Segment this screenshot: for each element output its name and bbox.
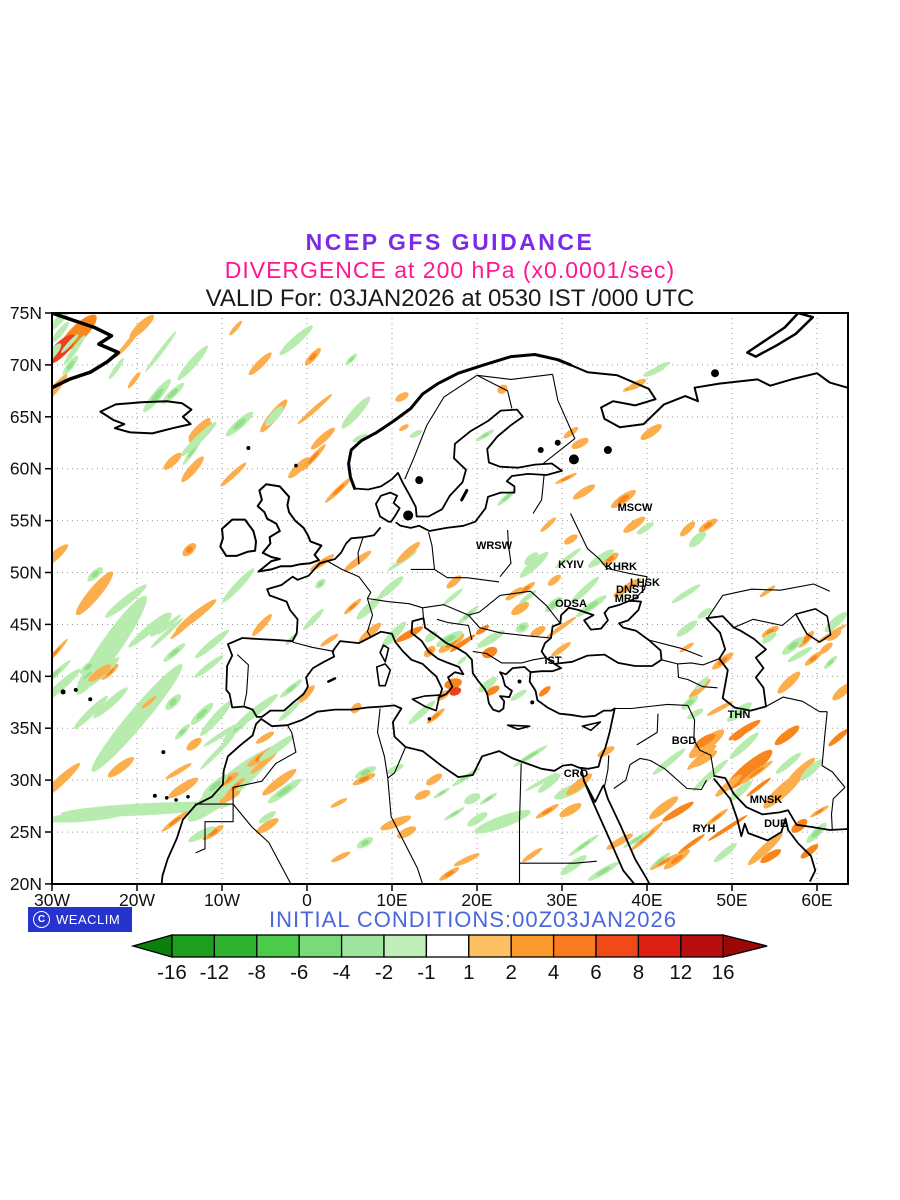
colorbar-segment [425,934,470,958]
city-label-lhsk: LHSK [630,577,660,589]
lon-tick-label: 20W [119,890,155,910]
lon-tick-label: 30W [34,890,70,910]
initial-conditions-line: INITIAL CONDITIONS:00Z03JAN2026 [269,907,677,932]
city-label-mnsk: MNSK [750,794,782,806]
axis-labels: 30W 20W 10W 0 10E 20E 30E 40E 50E 60E 75N 70N 65N 60N… [10,303,833,910]
lat-tick-label: 35N [10,718,42,738]
lon-tick-label: 50E [716,890,747,910]
grid-lines [52,313,848,884]
colorbar: -16 -12 -8 -6 -4 -2 -1 1 2 4 6 8 12 16 [130,934,768,984]
colorbar-tick-label: 1 [463,961,474,984]
divergence-shading [52,313,848,881]
lat-tick-label: 20N [10,874,42,894]
colorbar-segment [595,934,640,958]
city-label-cro: CRO [564,768,589,780]
city-label-thn: THN [728,709,751,721]
colorbar-segment [298,934,343,958]
lon-tick-label: 20E [461,890,492,910]
city-label-dub: DUB [764,818,788,830]
lat-tick-label: 65N [10,407,42,427]
valid-time-line: VALID For: 03JAN2026 at 0530 IST /000 UT… [205,285,695,312]
colorbar-arrow-left [130,934,173,958]
map-frame [51,312,849,885]
city-label-bgd: BGD [672,735,697,747]
city-label-ryh: RYH [693,823,716,835]
colorbar-tick-label: -1 [417,961,435,984]
colorbar-tick-label: -8 [248,961,266,984]
lon-tick-label: 60E [801,890,832,910]
axis-ticks [45,312,818,891]
colorbar-tick-label: -4 [332,961,350,984]
weaclim-label: WEACLIM [56,912,121,927]
city-label-mrp: MRP [615,593,639,605]
copyright-icon: C [33,911,50,928]
colorbar-tick-label: -6 [290,961,308,984]
field-title: DIVERGENCE at 200 hPa (x0.0001/sec) [224,257,676,283]
lat-tick-label: 45N [10,614,42,634]
lon-tick-label: 40E [631,890,662,910]
city-label-khrk: KHRK [605,561,637,573]
lat-tick-label: 55N [10,511,42,531]
colorbar-tick-label: 12 [669,961,692,984]
colorbar-tick-label: 2 [505,961,516,984]
city-label-mscw: MSCW [618,502,653,514]
lat-tick-label: 50N [10,563,42,583]
weaclim-badge: C WEACLIM [28,907,132,932]
colorbar-tick-label: 16 [712,961,735,984]
city-label-wrsw: WRSW [476,540,513,552]
lat-tick-label: 25N [10,822,42,842]
lat-tick-label: 75N [10,303,42,323]
colorbar-segment [171,934,216,958]
colorbar-segment [637,934,682,958]
lat-tick-label: 40N [10,666,42,686]
lon-tick-label: 10E [376,890,407,910]
lat-tick-label: 30N [10,770,42,790]
colorbar-tick-label: 4 [548,961,559,984]
colorbar-segment [680,934,724,958]
lat-tick-label: 70N [10,355,42,375]
coastlines [52,313,848,884]
lon-tick-label: 0 [302,890,312,910]
colorbar-tick-label: -2 [375,961,393,984]
colorbar-segment [340,934,385,958]
lat-tick-label: 60N [10,459,42,479]
colorbar-segment [510,934,555,958]
colorbar-segment [468,934,512,958]
colorbar-tick-label: -12 [200,961,230,984]
colorbar-segment [256,934,300,958]
country-borders [194,373,846,884]
city-label-dnst: DNST [616,584,646,596]
lon-tick-label: 10W [204,890,240,910]
city-label-kyiv: KYIV [558,559,584,571]
colorbar-arrow-right [722,934,768,958]
colorbar-segment [552,934,597,958]
colorbar-tick-label: 6 [590,961,601,984]
city-label-ist: IST [544,655,561,667]
city-label-odsa: ODSA [555,598,587,610]
colorbar-segment [383,934,428,958]
lon-tick-label: 30E [546,890,577,910]
colorbar-tick-label: -16 [157,961,187,984]
colorbar-tick-label: 8 [633,961,644,984]
model-title: NCEP GFS GUIDANCE [305,229,595,255]
colorbar-segment [213,934,258,958]
